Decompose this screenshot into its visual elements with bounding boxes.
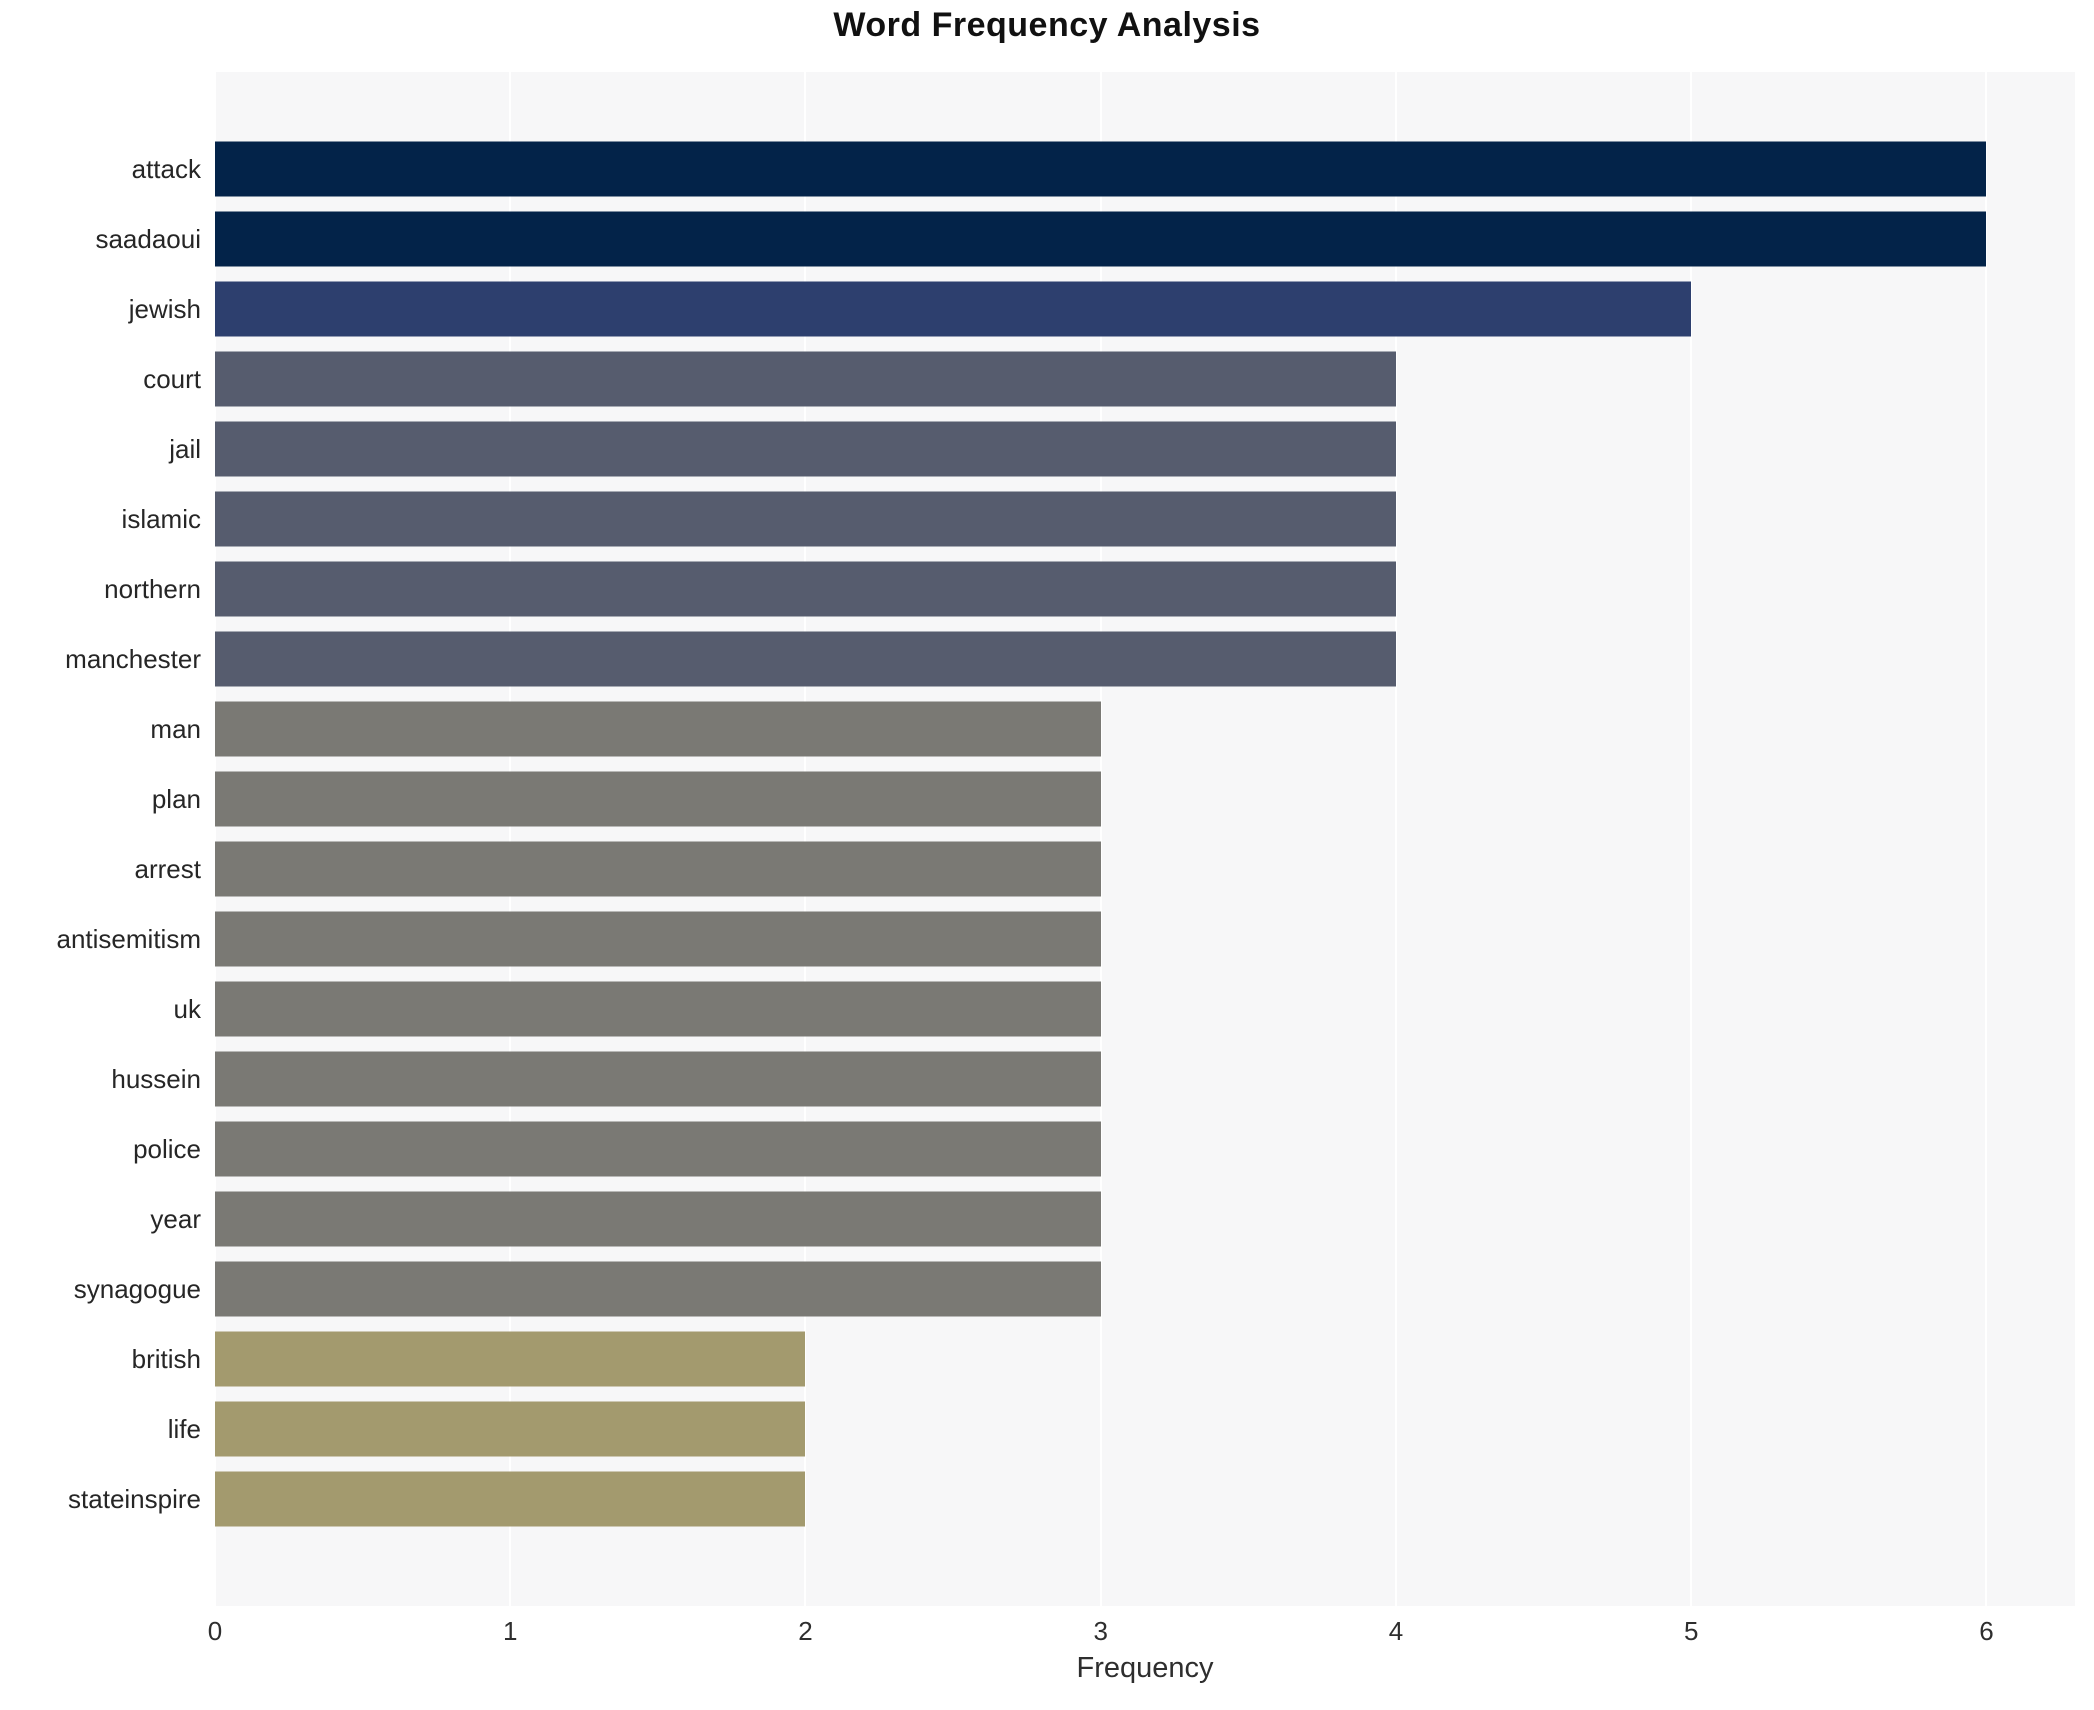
bar-row: arrest [0, 834, 2075, 904]
bar-track [215, 1254, 2075, 1324]
bar-track [215, 1394, 2075, 1464]
bar-track [215, 134, 2075, 204]
bar [215, 141, 1987, 197]
bar-track [215, 1044, 2075, 1114]
bar [215, 1401, 806, 1457]
category-label: jail [169, 433, 201, 464]
bar [215, 1471, 806, 1527]
gridline [1690, 72, 1693, 1606]
gridline [1985, 72, 1988, 1606]
bar [215, 281, 1692, 337]
category-label: man [150, 713, 201, 744]
category-label: saadaoui [95, 223, 201, 254]
category-label: islamic [121, 503, 201, 534]
bar-row: uk [0, 974, 2075, 1044]
x-axis-ticks: 0 1 2 3 4 5 6 [0, 1616, 2094, 1650]
x-tick-label: 6 [1979, 1616, 1994, 1646]
bar-track [215, 1184, 2075, 1254]
bar-track [215, 414, 2075, 484]
bar-row: life [0, 1394, 2075, 1464]
bar [215, 1191, 1101, 1247]
bar-row: british [0, 1324, 2075, 1394]
category-label: synagogue [73, 1273, 201, 1304]
bar-row: police [0, 1114, 2075, 1184]
bar-row: jewish [0, 274, 2075, 344]
bar-track [215, 204, 2075, 274]
bar [215, 1261, 1101, 1317]
bar [215, 771, 1101, 827]
bar-track [215, 484, 2075, 554]
category-label: police [133, 1133, 201, 1164]
bar-row: antisemitism [0, 904, 2075, 974]
x-tick-label: 5 [1683, 1616, 1699, 1646]
bar-track [215, 274, 2075, 344]
bar-track [215, 1324, 2075, 1394]
category-label: stateinspire [68, 1483, 201, 1514]
bar-track [215, 554, 2075, 624]
category-label: antisemitism [56, 923, 201, 954]
bar [215, 1121, 1101, 1177]
bar [215, 561, 1396, 617]
bar-row: year [0, 1184, 2075, 1254]
bar-row: islamic [0, 484, 2075, 554]
gridline [509, 72, 512, 1606]
category-label: arrest [134, 853, 201, 884]
gridline [1099, 72, 1102, 1606]
bar-row: jail [0, 414, 2075, 484]
bar-row: court [0, 344, 2075, 414]
bar-track [215, 1464, 2075, 1534]
bar [215, 421, 1396, 477]
gridline [804, 72, 807, 1606]
bar-track [215, 904, 2075, 974]
bar-rows: attack saadaoui jewish court jail islamic nort… [0, 134, 2075, 1534]
x-tick-label: 0 [207, 1616, 223, 1646]
bar [215, 351, 1396, 407]
x-axis-label: Frequency [1076, 1652, 1214, 1684]
x-tick-label: 4 [1388, 1616, 1404, 1646]
gridline [1394, 72, 1397, 1606]
bar [215, 911, 1101, 967]
bar-row: man [0, 694, 2075, 764]
gridline [214, 72, 216, 1606]
category-label: court [143, 363, 201, 394]
bar [215, 1331, 806, 1387]
bar [215, 1051, 1101, 1107]
category-label: attack [131, 153, 201, 184]
bar-row: northern [0, 554, 2075, 624]
bar-track [215, 624, 2075, 694]
category-label: manchester [65, 643, 201, 674]
bar-row: attack [0, 134, 2075, 204]
bar-row: synagogue [0, 1254, 2075, 1324]
bar-track [215, 974, 2075, 1044]
bar-row: stateinspire [0, 1464, 2075, 1534]
category-label: northern [104, 573, 201, 604]
bar [215, 491, 1396, 547]
bar [215, 841, 1101, 897]
bar [215, 981, 1101, 1037]
x-tick-label: 2 [798, 1616, 813, 1646]
bar-track [215, 694, 2075, 764]
chart-title: Word Frequency Analysis [833, 6, 1261, 44]
category-label: life [167, 1413, 201, 1444]
bar-track [215, 764, 2075, 834]
x-tick-label: 3 [1093, 1616, 1108, 1646]
bar-track [215, 344, 2075, 414]
category-label: british [131, 1343, 201, 1374]
bar-row: saadaoui [0, 204, 2075, 274]
category-label: year [150, 1203, 201, 1234]
bar [215, 701, 1101, 757]
category-label: plan [151, 783, 201, 814]
bar-track [215, 1114, 2075, 1184]
bar-row: manchester [0, 624, 2075, 694]
x-tick-label: 1 [503, 1616, 518, 1646]
category-label: hussein [111, 1063, 201, 1094]
bar [215, 211, 1987, 267]
bar-row: plan [0, 764, 2075, 834]
category-label: jewish [128, 293, 201, 324]
bar [215, 631, 1396, 687]
category-label: uk [173, 993, 201, 1024]
bar-row: hussein [0, 1044, 2075, 1114]
bar-track [215, 834, 2075, 904]
